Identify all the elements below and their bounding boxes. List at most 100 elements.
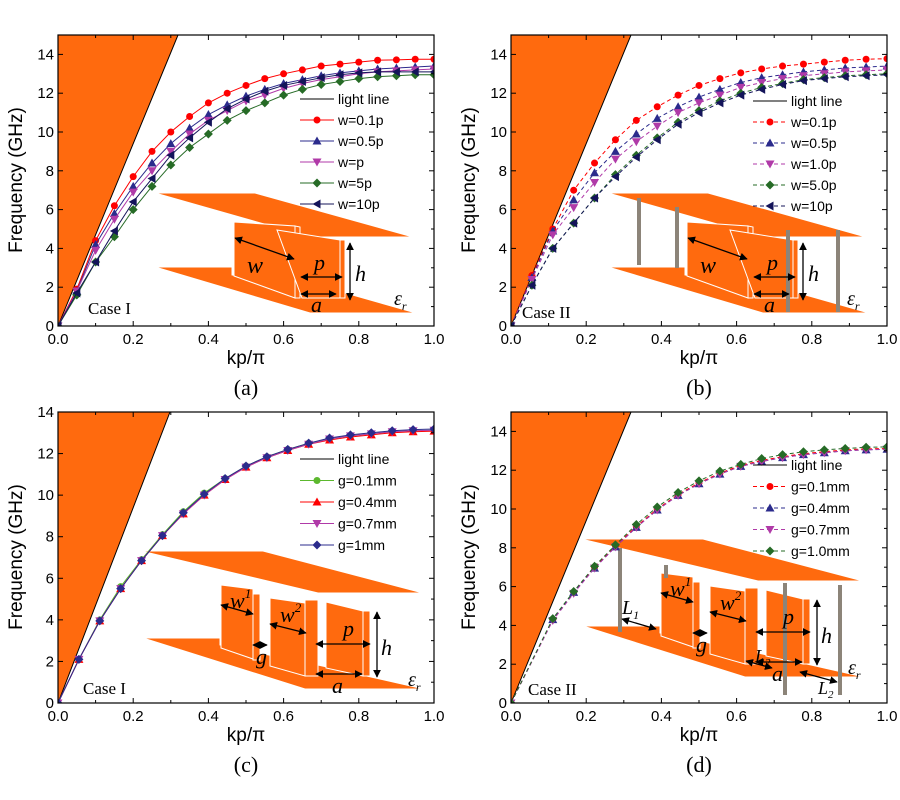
- data-point: [694, 92, 704, 101]
- data-point: [715, 91, 725, 100]
- data-point: [631, 129, 641, 138]
- data-point: [297, 84, 307, 94]
- inset-label-h: h: [821, 623, 832, 648]
- data-point: [129, 173, 137, 181]
- data-point: [511, 321, 515, 326]
- data-point: [58, 698, 63, 703]
- x-tick-label: 0.6: [273, 331, 294, 348]
- data-point: [116, 584, 126, 594]
- y-tick-label: 2: [499, 279, 507, 296]
- data-point: [128, 181, 138, 190]
- data-point: [166, 139, 176, 148]
- plot-area: w p h a εr: [511, 35, 887, 326]
- light-line: [511, 412, 632, 703]
- legend-item: w=p: [300, 154, 364, 170]
- data-point: [185, 133, 194, 143]
- inset-label-g: g: [256, 644, 267, 669]
- data-point: [220, 474, 230, 484]
- x-tick-label: 0.6: [273, 708, 294, 725]
- data-point: [312, 520, 322, 528]
- x-tick-label: 0.4: [198, 708, 219, 725]
- data-point: [569, 586, 579, 596]
- data-point: [610, 146, 620, 155]
- data-point: [185, 130, 195, 139]
- legend: light line g=0.1mm g=0.4mm g=0.7mm g=1.0mm: [753, 457, 850, 559]
- data-point: [590, 561, 600, 571]
- data-point: [312, 158, 322, 167]
- x-tick-label: 0.8: [348, 708, 369, 725]
- data-point: [91, 246, 101, 255]
- x-tick-label: 0.0: [501, 708, 522, 725]
- y-tick-label: 12: [490, 462, 507, 479]
- data-point: [765, 138, 775, 147]
- legend-item: w=5p: [300, 175, 372, 191]
- w2-arrow: [269, 621, 307, 636]
- case-label: Case I: [88, 299, 131, 318]
- y-tick-label: 0: [499, 318, 507, 335]
- x-tick-label: 0.2: [123, 331, 144, 348]
- data-point: [166, 147, 176, 156]
- data-point: [387, 426, 397, 436]
- legend-label: light line: [338, 451, 390, 467]
- data-point: [297, 77, 306, 87]
- x-tick-label: 0.0: [48, 331, 69, 348]
- top-plate: [580, 538, 864, 582]
- data-point: [883, 55, 887, 63]
- y-tick-label: 14: [37, 46, 54, 63]
- inset-label-epsilon-r: εr: [394, 288, 407, 313]
- y-tick-label: 10: [490, 501, 507, 518]
- data-point: [765, 503, 775, 512]
- data-point: [610, 155, 620, 164]
- data-point: [335, 77, 345, 87]
- data-point: [391, 67, 400, 77]
- data-point: [392, 56, 400, 64]
- legend-item: g=0.4mm: [300, 494, 397, 510]
- data-point: [631, 152, 640, 162]
- x-tick-label: 0.8: [348, 331, 369, 348]
- legend-label: w=p: [337, 154, 364, 170]
- data-point: [313, 116, 321, 124]
- data-point: [72, 288, 81, 298]
- top-plate: [607, 192, 867, 238]
- data-point: [109, 208, 119, 217]
- legend-label: g=1mm: [338, 537, 385, 553]
- data-point: [652, 113, 662, 122]
- y-tick-label: 4: [499, 240, 507, 257]
- data-point: [765, 160, 775, 169]
- data-point: [147, 181, 157, 191]
- inset-label-epsilon-r: εr: [847, 288, 860, 313]
- data-point: [222, 115, 232, 125]
- data-point: [766, 118, 774, 126]
- inset-label-L2: L2: [817, 678, 834, 701]
- data-point: [304, 438, 314, 448]
- data-point: [147, 167, 157, 176]
- data-point: [430, 55, 434, 63]
- legend-label: g=0.4mm: [791, 500, 850, 516]
- data-point: [611, 136, 619, 144]
- y-tick-label: 8: [46, 163, 54, 180]
- L1-arrow: [621, 617, 657, 631]
- data-point: [610, 540, 620, 550]
- w2-arrow: [709, 609, 747, 624]
- data-point: [408, 425, 418, 435]
- data-point: [757, 454, 767, 464]
- data-point: [799, 60, 807, 68]
- data-point: [109, 215, 119, 224]
- panel-label: (a): [234, 375, 258, 400]
- data-point: [765, 180, 775, 190]
- data-point: [652, 135, 661, 145]
- legend-label: w=0.5p: [337, 133, 384, 149]
- x-tick-label: 1.0: [877, 708, 898, 725]
- light-line: [58, 35, 179, 326]
- data-point: [199, 489, 209, 499]
- x-tick-label: 0.0: [501, 331, 522, 348]
- data-point: [241, 94, 250, 104]
- data-point: [280, 70, 288, 78]
- legend-label: g=0.1mm: [791, 479, 850, 495]
- data-point: [241, 461, 251, 471]
- y-tick-label: 10: [37, 124, 54, 141]
- legend-item: w=0.1p: [753, 114, 837, 130]
- x-tick-label: 0.4: [651, 331, 672, 348]
